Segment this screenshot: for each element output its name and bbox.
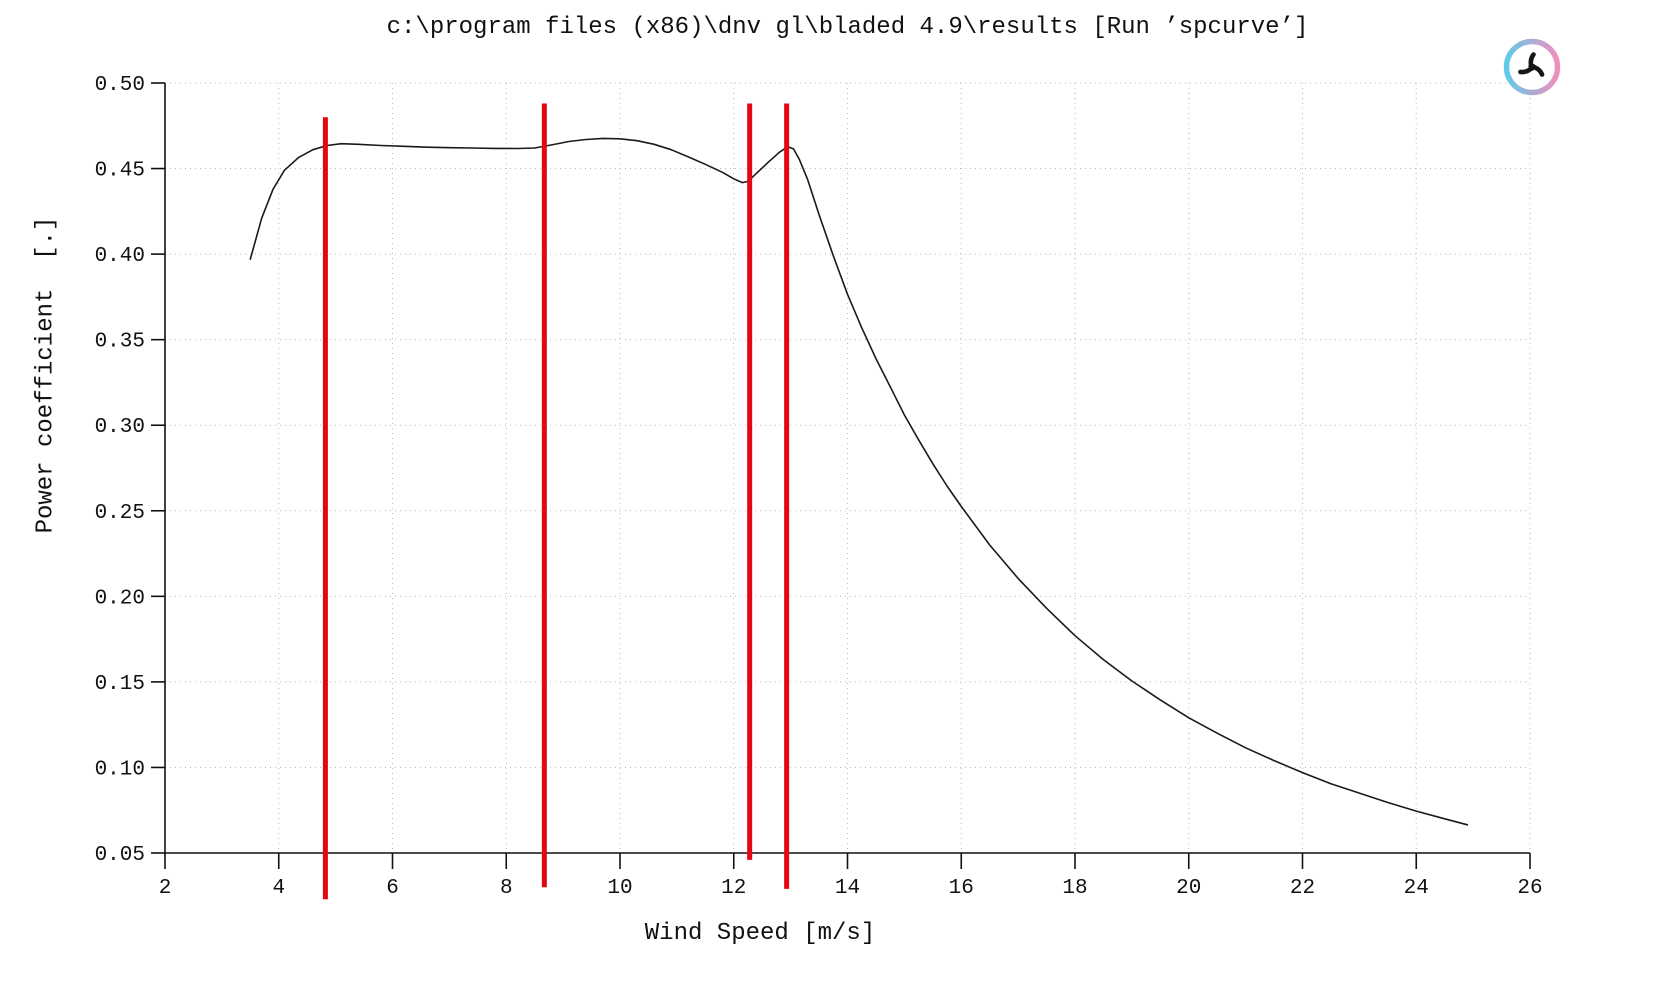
x-tick-label: 20 <box>1176 877 1201 900</box>
x-tick-label: 4 <box>272 877 285 900</box>
y-tick-label: 0.30 <box>95 416 145 439</box>
x-tick-label: 12 <box>721 877 746 900</box>
y-tick-label: 0.20 <box>95 587 145 610</box>
x-axis-label: Wind Speed [m/s] <box>644 920 876 947</box>
bladed-logo-svg <box>1503 38 1561 96</box>
y-tick-label: 0.50 <box>95 74 145 97</box>
x-tick-label: 8 <box>500 877 513 900</box>
x-tick-label: 24 <box>1404 877 1429 900</box>
y-tick-label: 0.45 <box>95 160 145 183</box>
x-tick-label: 10 <box>607 877 632 900</box>
y-tick-label: 0.25 <box>95 502 145 525</box>
power-coefficient-curve <box>249 137 1469 826</box>
bladed-logo-icon <box>1503 38 1561 96</box>
chart-title: c:\program files (x86)\dnv gl\bladed 4.9… <box>386 14 1309 41</box>
x-tick-label: 16 <box>949 877 974 900</box>
y-tick-label: 0.15 <box>95 673 145 696</box>
y-tick-label: 0.05 <box>95 844 145 867</box>
y-tick-label: 0.35 <box>95 331 145 354</box>
x-tick-label: 26 <box>1517 877 1542 900</box>
logo-turbine-blades <box>1520 52 1543 75</box>
x-tick-label: 18 <box>1062 877 1087 900</box>
x-tick-label: 2 <box>159 877 172 900</box>
y-tick-label: 0.10 <box>95 758 145 781</box>
x-tick-label: 6 <box>386 877 399 900</box>
y-tick-label: 0.40 <box>95 245 145 268</box>
x-tick-label: 14 <box>835 877 860 900</box>
x-tick-label: 22 <box>1290 877 1315 900</box>
